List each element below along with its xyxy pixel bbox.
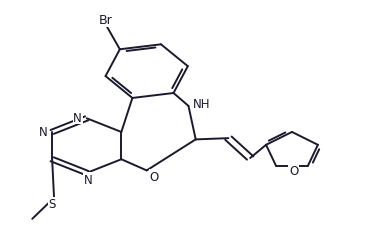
Text: N: N — [39, 126, 48, 139]
Text: N: N — [84, 173, 93, 186]
Text: Br: Br — [98, 14, 112, 27]
Text: O: O — [289, 164, 298, 177]
Text: S: S — [49, 198, 56, 210]
Text: O: O — [149, 170, 158, 183]
Text: NH: NH — [193, 98, 210, 110]
Text: N: N — [73, 111, 82, 124]
